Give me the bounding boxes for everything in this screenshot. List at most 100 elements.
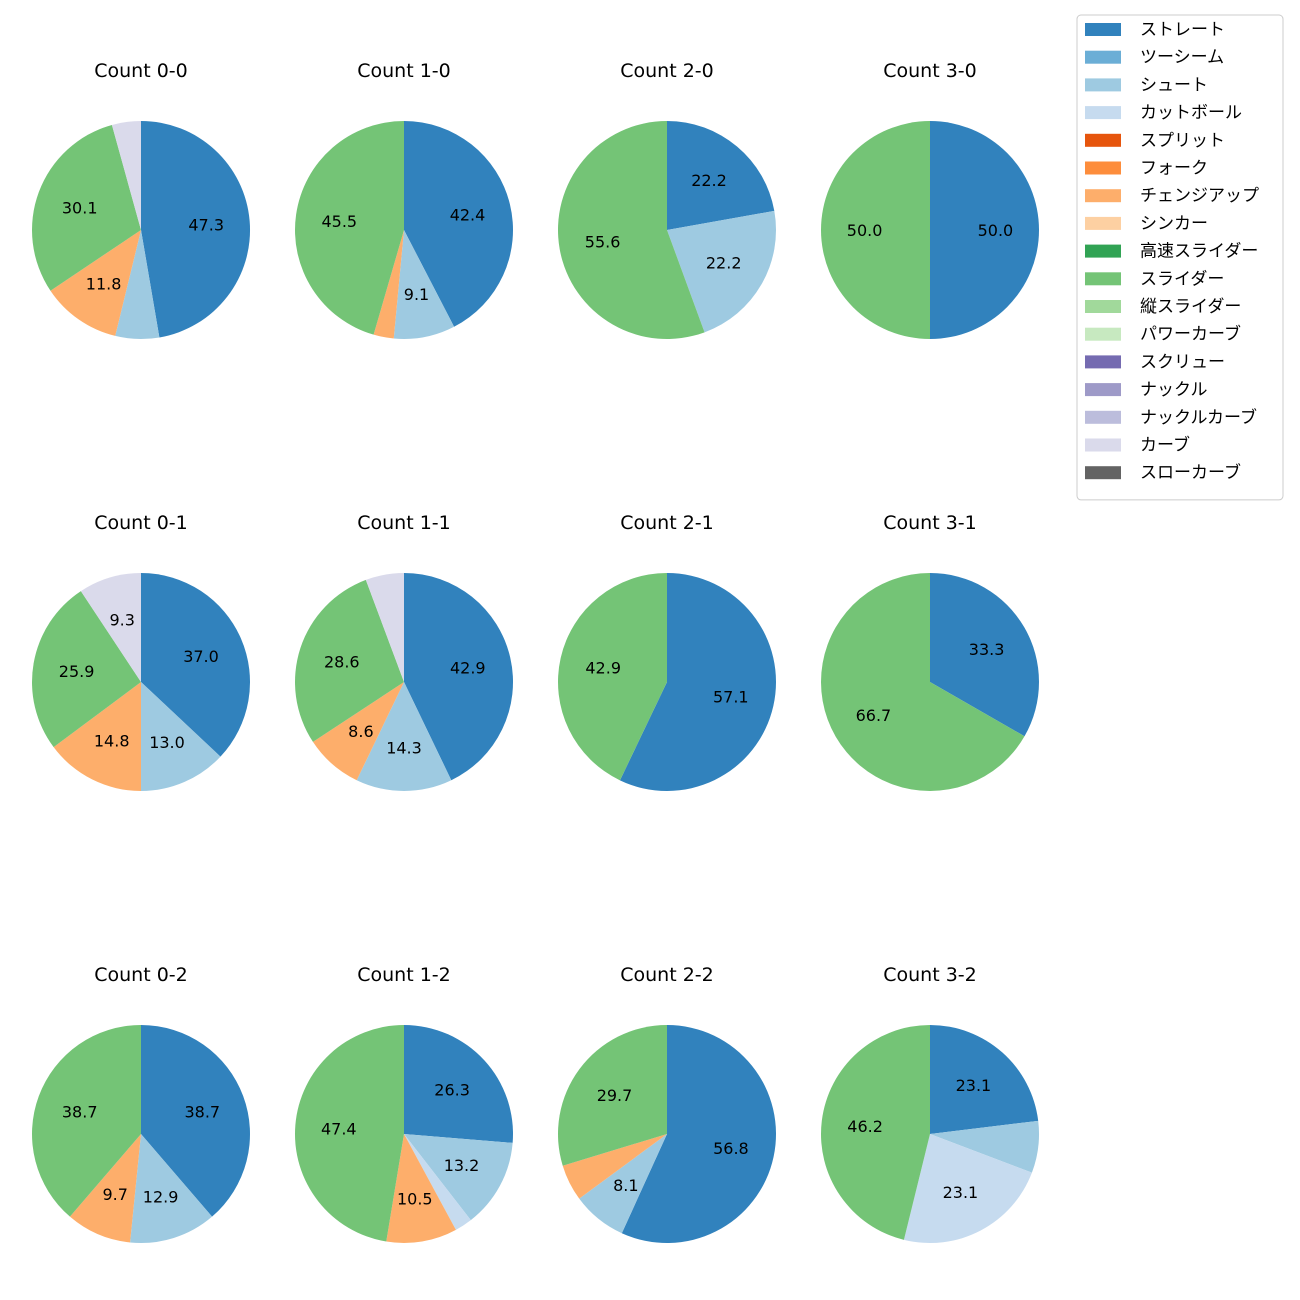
slice-label: 57.1 <box>713 688 749 707</box>
pie-slice <box>393 230 455 340</box>
pie-slice <box>141 573 251 757</box>
pie-slice <box>312 682 404 781</box>
pie-slice <box>141 121 251 338</box>
pie-title: Count 1-2 <box>357 964 451 986</box>
legend-swatch <box>1085 216 1121 230</box>
pie-slice <box>404 1134 471 1230</box>
pie-slice <box>404 121 514 327</box>
slice-label: 13.0 <box>149 733 185 752</box>
slice-label: 50.0 <box>847 221 883 240</box>
slice-label: 45.5 <box>321 212 357 231</box>
slice-label: 47.4 <box>321 1120 357 1139</box>
slice-label: 66.7 <box>856 706 892 725</box>
slice-label: 11.8 <box>86 275 122 294</box>
legend-swatch <box>1085 383 1121 397</box>
pie-title: Count 0-1 <box>94 512 188 534</box>
slice-label: 22.2 <box>706 254 742 273</box>
legend-label: チェンジアップ <box>1140 186 1259 206</box>
pie-slice <box>930 573 1039 737</box>
pie-slice <box>821 121 930 339</box>
pie-8: Count 3-1 33.3 66.7 <box>820 512 1039 791</box>
pie-slice <box>356 682 452 792</box>
pie-12: Count 3-2 23.1 23.1 46.2 <box>821 964 1040 1243</box>
pie-slice <box>141 1025 250 1217</box>
pie-slice <box>821 1025 930 1240</box>
pie-title: Count 0-2 <box>94 964 188 986</box>
pie-title: Count 2-2 <box>620 964 714 986</box>
pie-title: Count 3-0 <box>883 60 977 82</box>
pie-slice <box>295 579 404 742</box>
slice-label: 8.6 <box>348 722 373 741</box>
pie-slice <box>130 1134 213 1244</box>
slice-label: 25.9 <box>59 662 95 681</box>
legend-label: シュート <box>1140 75 1208 95</box>
slice-label: 26.3 <box>434 1081 470 1100</box>
slice-label: 37.0 <box>183 647 219 666</box>
legend-label: カットボール <box>1140 103 1242 123</box>
legend-label: スローカーブ <box>1140 462 1241 483</box>
legend-swatch <box>1085 78 1121 92</box>
legend-label: ツーシーム <box>1140 48 1224 68</box>
pie-slice <box>295 121 404 335</box>
legend-swatch <box>1085 355 1121 369</box>
legend-swatch <box>1085 189 1121 203</box>
pie-slice <box>141 682 221 791</box>
pie-slice <box>50 230 141 336</box>
pie-slice <box>69 1134 141 1243</box>
legend-label: パワーカーブ <box>1140 324 1241 345</box>
slice-label: 9.3 <box>109 610 134 629</box>
pie-slice <box>80 573 141 682</box>
pie-slice <box>32 591 141 748</box>
pie-slice <box>115 230 160 340</box>
pie-slice <box>930 1025 1039 1134</box>
legend-label: カーブ <box>1140 435 1190 456</box>
legend-swatch <box>1085 327 1121 341</box>
slice-label: 42.9 <box>450 658 486 677</box>
slice-label: 14.3 <box>386 738 422 757</box>
pie-5: Count 0-1 37.0 13.0 14.8 25.9 9.3 <box>32 512 251 791</box>
pie-slice <box>558 573 667 781</box>
legend-swatch <box>1085 244 1121 258</box>
slice-label: 12.9 <box>143 1187 179 1206</box>
pie-title: Count 0-0 <box>94 60 188 82</box>
slice-label: 23.1 <box>956 1076 992 1095</box>
slice-label: 28.6 <box>324 653 360 672</box>
legend-swatch <box>1085 466 1121 480</box>
pie-slice <box>667 210 777 333</box>
slice-label: 50.0 <box>978 221 1014 240</box>
pie-2: Count 1-0 42.4 9.1 45.5 <box>295 60 514 340</box>
legend-swatch <box>1085 133 1121 147</box>
pie-title: Count 2-0 <box>620 60 714 82</box>
legend-swatch <box>1085 161 1121 175</box>
pie-7: Count 2-1 57.1 42.9 <box>558 512 777 791</box>
pie-slice <box>386 1134 456 1244</box>
slice-label: 22.2 <box>691 171 727 190</box>
slice-label: 8.1 <box>613 1176 638 1195</box>
slice-label: 46.2 <box>847 1117 883 1136</box>
slice-label: 42.9 <box>585 659 621 678</box>
pie-slice <box>32 1025 141 1217</box>
pie-slice <box>404 572 514 781</box>
pie-slice <box>820 573 1025 791</box>
slice-label: 9.7 <box>102 1185 127 1204</box>
legend: ストレートツーシームシュートカットボールスプリットフォークチェンジアップシンカー… <box>1076 14 1284 501</box>
legend-label: 縦スライダー <box>1140 297 1241 317</box>
legend-swatch <box>1085 23 1121 36</box>
legend-frame <box>1076 14 1284 501</box>
pie-slice <box>903 1134 1032 1243</box>
pie-slice <box>667 121 775 230</box>
legend-label: スプリット <box>1140 131 1225 151</box>
legend-label: ナックル <box>1140 380 1208 400</box>
slice-label: 56.8 <box>713 1139 749 1158</box>
slice-label: 47.3 <box>188 216 224 235</box>
legend-label: スライダー <box>1140 269 1224 289</box>
pie-slice <box>621 1025 777 1243</box>
pie-slice <box>930 1120 1040 1173</box>
pie-slice <box>562 1134 667 1199</box>
pie-slice <box>557 121 705 339</box>
slice-label: 9.1 <box>404 285 429 304</box>
slice-label: 38.7 <box>184 1102 220 1121</box>
slice-label: 38.7 <box>62 1102 98 1121</box>
pie-title: Count 3-2 <box>883 964 977 986</box>
